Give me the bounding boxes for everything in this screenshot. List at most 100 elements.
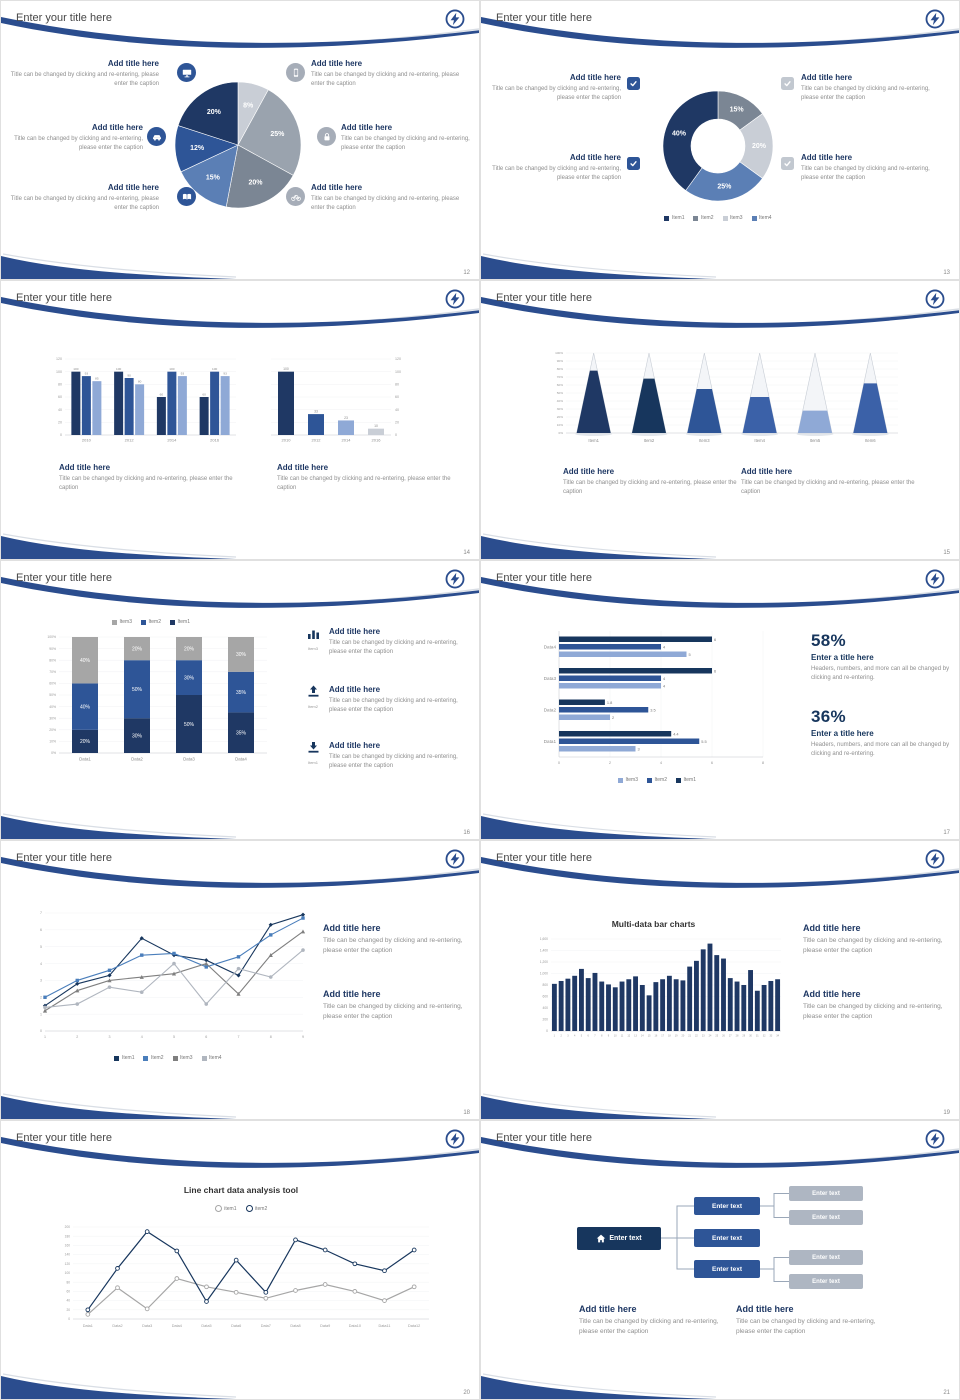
- svg-text:Data9: Data9: [320, 1324, 330, 1328]
- svg-text:28: 28: [736, 1035, 739, 1038]
- footer-swoosh: [1, 1373, 236, 1399]
- caption-title: Add title here: [803, 989, 861, 999]
- grouped-bar-chart: 0 20 40 60 80 100 120 100 93 85 2010 100 90 80 2012 60 1…: [56, 357, 236, 443]
- stat-value: 36%: [811, 707, 846, 726]
- caption-text: Title can be changed by clicking and re-…: [801, 85, 930, 101]
- svg-text:2: 2: [612, 715, 614, 720]
- chart-legend: Item3 Item2 Item1: [31, 619, 271, 625]
- slide-21-flow-diagram[interactable]: Enter your title here Enter text Enter t…: [480, 1120, 960, 1400]
- svg-text:20%: 20%: [207, 109, 222, 116]
- svg-text:2012: 2012: [312, 438, 322, 443]
- svg-text:4: 4: [574, 1035, 576, 1038]
- svg-text:Data3: Data3: [183, 757, 195, 762]
- footer-swoosh: [1, 1093, 236, 1119]
- svg-text:10: 10: [614, 1035, 617, 1038]
- brand-logo-icon: [925, 289, 945, 309]
- org-box-label: Enter text: [812, 1254, 840, 1261]
- svg-text:90%: 90%: [557, 359, 563, 363]
- slide-17-horizontal-bar-chart[interactable]: Enter your title here 0 2 4 6 8 Data4 6 4 5 Data3…: [480, 560, 960, 840]
- caption-text: Title can be changed by clicking and re-…: [14, 135, 143, 151]
- svg-text:93: 93: [85, 372, 89, 376]
- svg-text:5: 5: [689, 652, 691, 657]
- svg-text:40%: 40%: [80, 704, 91, 710]
- slide-19-multi-data-bar-chart[interactable]: Enter your title here Multi-data bar cha…: [480, 840, 960, 1120]
- svg-text:32: 32: [763, 1035, 766, 1038]
- svg-text:100: 100: [212, 367, 217, 371]
- bicycle-icon: [286, 187, 305, 206]
- page-number: 12: [463, 270, 470, 276]
- caption-block: Add title here Title can be changed by c…: [323, 989, 473, 1022]
- slide-13-donut-infographic[interactable]: Enter your title here 15% 20% 25% 40% Item1…: [480, 0, 960, 280]
- svg-text:9: 9: [608, 1035, 610, 1038]
- svg-text:60: 60: [202, 392, 206, 396]
- caption-title: Add title here: [311, 183, 363, 192]
- stat-block: 58% Enter a title here Headers, numbers,…: [811, 631, 953, 684]
- svg-text:90: 90: [127, 373, 131, 377]
- brand-logo-icon: [925, 1129, 945, 1149]
- svg-text:10%: 10%: [557, 423, 563, 427]
- svg-text:40%: 40%: [672, 131, 687, 138]
- svg-text:1.8: 1.8: [607, 700, 612, 705]
- slide-16-stacked-bar-chart[interactable]: Enter your title here Item3 Item2 Item1 0%…: [0, 560, 480, 840]
- svg-text:2016: 2016: [372, 438, 382, 443]
- chart-legend: item1 item2: [46, 1205, 436, 1212]
- svg-text:20%: 20%: [248, 179, 263, 186]
- svg-text:7: 7: [238, 1035, 240, 1039]
- svg-text:40: 40: [66, 1299, 70, 1303]
- caption-text: Title can be changed by clicking and re-…: [492, 165, 621, 181]
- svg-text:60: 60: [66, 1290, 70, 1294]
- page-number: 17: [943, 830, 950, 836]
- svg-text:90%: 90%: [49, 647, 56, 651]
- caption-block: Add title here Title can be changed by c…: [801, 153, 947, 183]
- svg-text:Data10: Data10: [349, 1324, 361, 1328]
- checkbox-checked-icon: [627, 77, 640, 90]
- page-number: 18: [463, 1110, 470, 1116]
- brand-logo-icon: [925, 849, 945, 869]
- svg-text:19: 19: [675, 1035, 678, 1038]
- svg-text:93: 93: [223, 372, 227, 376]
- svg-text:4: 4: [663, 645, 666, 650]
- slide-20-line-chart-tool[interactable]: Enter your title here Line chart data an…: [0, 1120, 480, 1400]
- svg-text:20%: 20%: [557, 415, 563, 419]
- svg-text:6: 6: [711, 760, 714, 765]
- svg-text:100: 100: [73, 367, 78, 371]
- caption-block: Add title here Title can be changed by c…: [3, 123, 143, 153]
- slide-title: Enter your title here: [16, 852, 112, 864]
- caption-text: Title can be changed by clicking and re-…: [311, 71, 460, 87]
- footer-swoosh: [1, 533, 236, 559]
- slide-title: Enter your title here: [496, 572, 592, 584]
- slide-12-pie-infographic[interactable]: Enter your title here 8% 25% 20% 15% 12% 20% …: [0, 0, 480, 280]
- svg-text:5.5: 5.5: [701, 739, 706, 744]
- caption-title: Add title here: [736, 1304, 794, 1314]
- legend-item: Item2: [646, 777, 667, 783]
- svg-text:5: 5: [173, 1035, 175, 1039]
- chart-title: Multi-data bar charts: [611, 919, 696, 929]
- checkbox-checked-icon: [627, 157, 640, 170]
- svg-text:100: 100: [56, 370, 62, 374]
- svg-text:33: 33: [314, 410, 318, 414]
- org-box-label: Enter text: [812, 1278, 840, 1285]
- svg-text:20: 20: [66, 1308, 70, 1312]
- svg-text:Item1: Item1: [588, 438, 599, 443]
- caption-title: Add title here: [801, 153, 853, 162]
- svg-text:120: 120: [65, 1262, 71, 1266]
- slide-14-bar-charts[interactable]: Enter your title here 0 20 40 60 80 100 120 100…: [0, 280, 480, 560]
- svg-text:30%: 30%: [49, 716, 56, 720]
- svg-text:6: 6: [40, 928, 42, 932]
- legend-item: Item3: [617, 777, 638, 783]
- svg-text:80: 80: [66, 1280, 70, 1284]
- svg-text:100%: 100%: [555, 351, 563, 355]
- svg-text:33: 33: [769, 1035, 772, 1038]
- svg-text:Data1: Data1: [79, 757, 91, 762]
- svg-text:60: 60: [395, 395, 399, 399]
- slide-title: Enter your title here: [496, 1132, 592, 1144]
- caption-block: Add title here Title can be changed by c…: [59, 463, 234, 493]
- legend-item: Item4: [751, 215, 772, 221]
- svg-text:0: 0: [60, 433, 62, 437]
- slide-15-pyramid-chart[interactable]: Enter your title here 0% 10% 20% 30% 40% 50% 6…: [480, 280, 960, 560]
- svg-text:800: 800: [542, 983, 548, 987]
- caption-text: Title can be changed by clicking and re-…: [323, 936, 463, 954]
- svg-text:2010: 2010: [282, 438, 292, 443]
